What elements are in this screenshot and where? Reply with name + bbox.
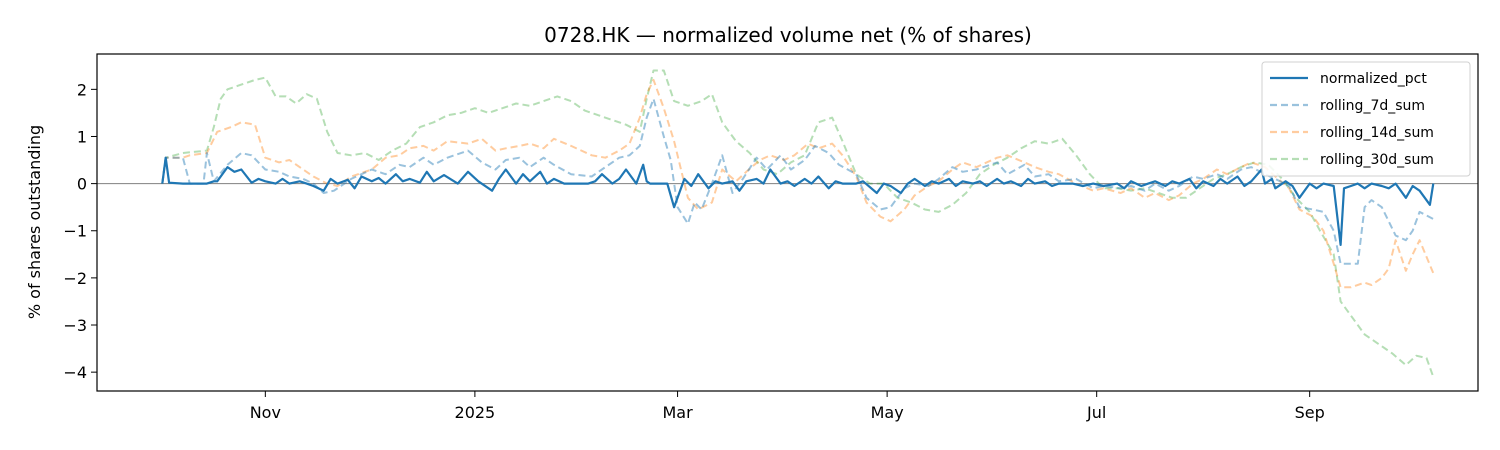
- x-tick-label: May: [871, 403, 904, 422]
- y-tick-label: −1: [63, 222, 87, 241]
- legend-label-rolling_7d_sum: rolling_7d_sum: [1320, 98, 1425, 114]
- x-tick-label: Jul: [1086, 403, 1106, 422]
- legend-label-normalized_pct: normalized_pct: [1320, 71, 1427, 87]
- chart-title: 0728.HK — normalized volume net (% of sh…: [544, 23, 1032, 47]
- legend: normalized_pct rolling_7d_sum rolling_14d_…: [1261, 61, 1471, 177]
- legend-label-rolling_14d_sum: rolling_14d_sum: [1320, 125, 1434, 141]
- x-tick-label: Mar: [662, 403, 693, 422]
- series-line-normalized_pct: [161, 156, 1435, 246]
- y-tick-label: 2: [77, 80, 87, 99]
- legend-box: [1261, 61, 1471, 177]
- y-tick-label: 1: [77, 127, 87, 146]
- y-axis-label: % of shares outstanding: [25, 125, 44, 319]
- series-line-rolling_30d_sum: [161, 69, 1435, 378]
- axes-frame: [96, 53, 1479, 392]
- y-tick-label: 0: [77, 175, 87, 194]
- series-line-rolling_7d_sum: [161, 97, 1434, 265]
- x-tick-label: Sep: [1295, 403, 1325, 422]
- y-tick-label: −4: [63, 363, 87, 382]
- y-tick-label: −2: [63, 269, 87, 288]
- x-tick-label: Nov: [250, 403, 281, 422]
- series-group: [161, 69, 1435, 378]
- plot-area: 2 1 0 −1 −2 −3 −4 Nov 2025 Mar May Jul Sep: [63, 53, 1479, 422]
- y-tick-label: −3: [63, 316, 87, 335]
- x-tick-label: 2025: [455, 403, 496, 422]
- legend-label-rolling_30d_sum: rolling_30d_sum: [1320, 152, 1434, 168]
- series-line-rolling_14d_sum: [161, 78, 1435, 289]
